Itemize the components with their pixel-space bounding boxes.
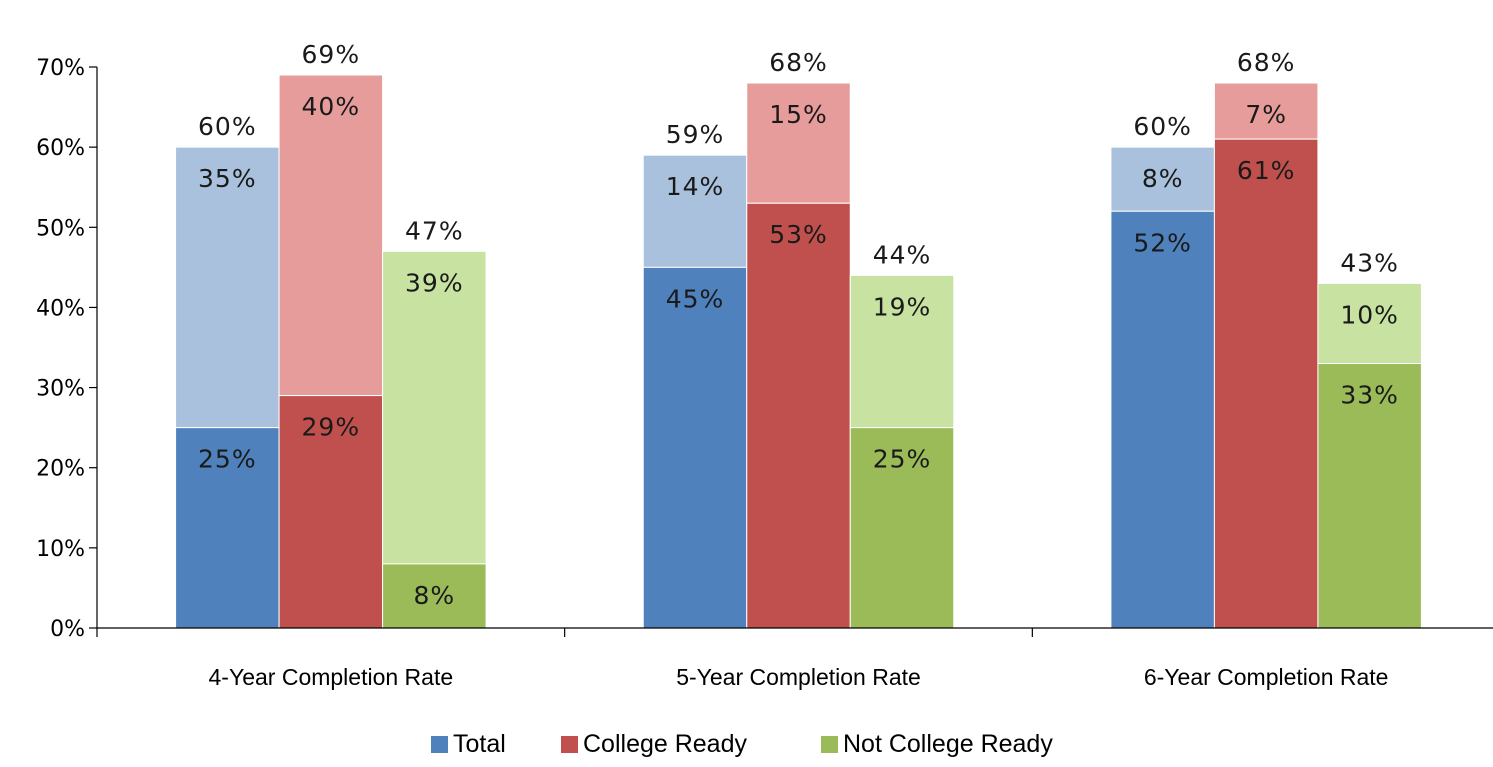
bar-increment-1-0 — [278, 74, 384, 397]
total-label-1-0: 69% — [302, 40, 361, 69]
value-labels-layer: 60% 35% 25% 69% 40% 29% 47% 39% 8% 59% 14% 45% 68% 15… — [198, 40, 1399, 610]
y-tick-label-4: 40% — [36, 296, 85, 321]
legend-label-2: Not College Ready — [843, 730, 1053, 758]
legend-swatch-1 — [561, 736, 578, 753]
increment-label-2-1: 19% — [873, 292, 932, 321]
increment-label-2-0: 39% — [405, 268, 464, 297]
bar-base-1-1 — [746, 202, 851, 629]
bar-increment-2-0 — [382, 250, 487, 565]
total-label-1-2: 68% — [1237, 48, 1296, 77]
bar-base-1-2 — [1213, 138, 1319, 629]
increment-label-1-2: 7% — [1245, 100, 1287, 129]
bar-base-1-0 — [278, 395, 384, 629]
total-label-0-1: 59% — [666, 120, 725, 149]
y-tick-label-5: 50% — [36, 216, 85, 241]
total-label-2-0: 47% — [405, 216, 464, 245]
y-tick-label-7: 70% — [36, 56, 85, 81]
increment-label-0-1: 14% — [666, 172, 725, 201]
increment-label-1-1: 15% — [769, 100, 828, 129]
increment-label-0-2: 8% — [1142, 164, 1184, 193]
bar-base-0-1 — [642, 266, 748, 629]
bar-increment-0-0 — [175, 146, 280, 429]
bar-base-2-2 — [1317, 363, 1422, 629]
y-tick-label-1: 10% — [36, 537, 85, 562]
total-label-0-2: 60% — [1133, 112, 1192, 141]
bar-base-0-0 — [175, 427, 280, 629]
total-label-2-1: 44% — [873, 240, 932, 269]
category-label-2: 6-Year Completion Rate — [1144, 664, 1389, 690]
base-label-2-0: 8% — [413, 581, 455, 610]
total-label-1-1: 68% — [769, 48, 828, 77]
legend: Total College Ready Not College Ready — [431, 730, 1053, 758]
increment-label-1-0: 40% — [302, 92, 361, 121]
bar-increment-1-1 — [746, 82, 851, 204]
axes-layer: 4-Year Completion Rate 5-Year Completion … — [36, 56, 1493, 690]
base-label-1-1: 53% — [769, 220, 828, 249]
bars-layer — [175, 74, 1422, 629]
legend-swatch-0 — [431, 736, 448, 753]
base-label-1-2: 61% — [1237, 156, 1296, 185]
bar-base-2-0 — [382, 563, 487, 629]
y-tick-label-6: 60% — [36, 136, 85, 161]
base-label-0-1: 45% — [666, 284, 725, 313]
base-label-0-2: 52% — [1133, 228, 1192, 257]
y-tick-label-0: 0% — [50, 617, 85, 642]
category-label-1: 5-Year Completion Rate — [676, 664, 921, 690]
legend-swatch-2 — [821, 736, 838, 753]
base-label-2-1: 25% — [873, 445, 932, 474]
base-label-0-0: 25% — [198, 445, 257, 474]
total-label-2-2: 43% — [1340, 248, 1399, 277]
legend-label-0: Total — [453, 730, 506, 758]
total-label-0-0: 60% — [198, 112, 257, 141]
y-tick-label-2: 20% — [36, 457, 85, 482]
legend-label-1: College Ready — [583, 730, 747, 758]
base-label-1-0: 29% — [302, 413, 361, 442]
category-label-0: 4-Year Completion Rate — [209, 664, 454, 690]
base-label-2-2: 33% — [1340, 381, 1399, 410]
bar-base-0-2 — [1110, 210, 1215, 629]
increment-label-0-0: 35% — [198, 164, 257, 193]
increment-label-2-2: 10% — [1340, 300, 1399, 329]
y-tick-label-3: 30% — [36, 377, 85, 402]
bar-base-2-1 — [849, 427, 955, 629]
bar-increment-0-1 — [642, 154, 748, 268]
bar-increment-2-2 — [1317, 282, 1422, 365]
bar-increment-1-2 — [1213, 82, 1319, 140]
